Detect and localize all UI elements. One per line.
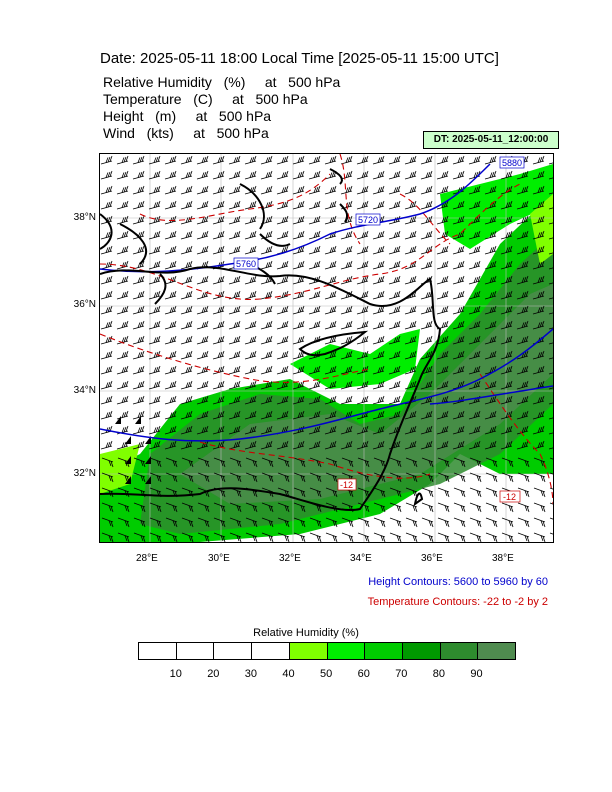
lat-label-34: 34°N — [73, 385, 96, 396]
height-label: 5720 — [358, 215, 378, 225]
colorbar — [138, 642, 516, 660]
colorbar-title: Relative Humidity (%) — [253, 627, 359, 639]
colorbar-label: 90 — [470, 668, 483, 680]
colorbar-swatch — [213, 643, 252, 659]
lon-label-38: 38°E — [492, 553, 514, 564]
wind-flags-west — [115, 416, 151, 484]
colorbar-swatch — [364, 643, 402, 659]
field-line-rh: Relative Humidity (%) at 500 hPa — [103, 74, 341, 90]
colorbar-swatch — [288, 643, 327, 659]
height-contour-note: Height Contours: 5600 to 5960 by 60 — [368, 576, 548, 588]
colorbar-swatch — [477, 643, 516, 659]
temperature-label: -12 — [503, 492, 516, 502]
wind-barbs — [100, 154, 553, 454]
colorbar-swatch — [139, 643, 176, 659]
contour-labels: 5760 5720 5880 -12 -12 — [233, 156, 525, 503]
colorbar-label: 70 — [395, 668, 408, 680]
field-line-temperature: Temperature (C) at 500 hPa — [103, 91, 308, 107]
colorbar-label: 40 — [282, 668, 295, 680]
colorbar-label: 20 — [207, 668, 220, 680]
colorbar-swatch — [401, 643, 440, 659]
colorbar-swatch — [251, 643, 289, 659]
colorbar-swatch — [175, 643, 214, 659]
lon-label-36: 36°E — [421, 553, 443, 564]
colorbar-label: 80 — [432, 668, 446, 680]
field-line-height: Height (m) at 500 hPa — [103, 108, 272, 124]
lon-label-30: 30°E — [208, 553, 230, 564]
field-line-wind: Wind (kts) at 500 hPa — [103, 125, 269, 141]
colorbar-label: 60 — [357, 668, 370, 680]
lat-label-36: 36°N — [73, 299, 96, 310]
colorbar-swatch — [439, 643, 478, 659]
colorbar-swatch — [326, 643, 365, 659]
temperature-contour-note: Temperature Contours: -22 to -2 by 2 — [367, 596, 548, 608]
temperature-label: -12 — [340, 480, 353, 490]
lat-label-32: 32°N — [73, 468, 96, 479]
height-contours — [100, 163, 553, 442]
height-label: 5880 — [502, 158, 522, 168]
wind-barbs-south — [100, 454, 553, 542]
page-title: Date: 2025-05-11 18:00 Local Time [2025-… — [100, 50, 499, 67]
colorbar-label: 10 — [169, 668, 182, 680]
lon-label-28: 28°E — [136, 553, 158, 564]
height-label: 5760 — [236, 259, 256, 269]
temperature-contours — [100, 154, 553, 505]
dt-badge: DT: 2025-05-11_12:00:00 — [423, 131, 559, 149]
lon-label-34: 34°E — [350, 553, 372, 564]
lat-label-38: 38°N — [73, 212, 96, 223]
colorbar-label: 50 — [320, 668, 333, 680]
lon-label-32: 32°E — [279, 553, 301, 564]
colorbar-label: 30 — [244, 668, 258, 680]
weather-map: 5760 5720 5880 -12 -12 — [99, 153, 554, 543]
